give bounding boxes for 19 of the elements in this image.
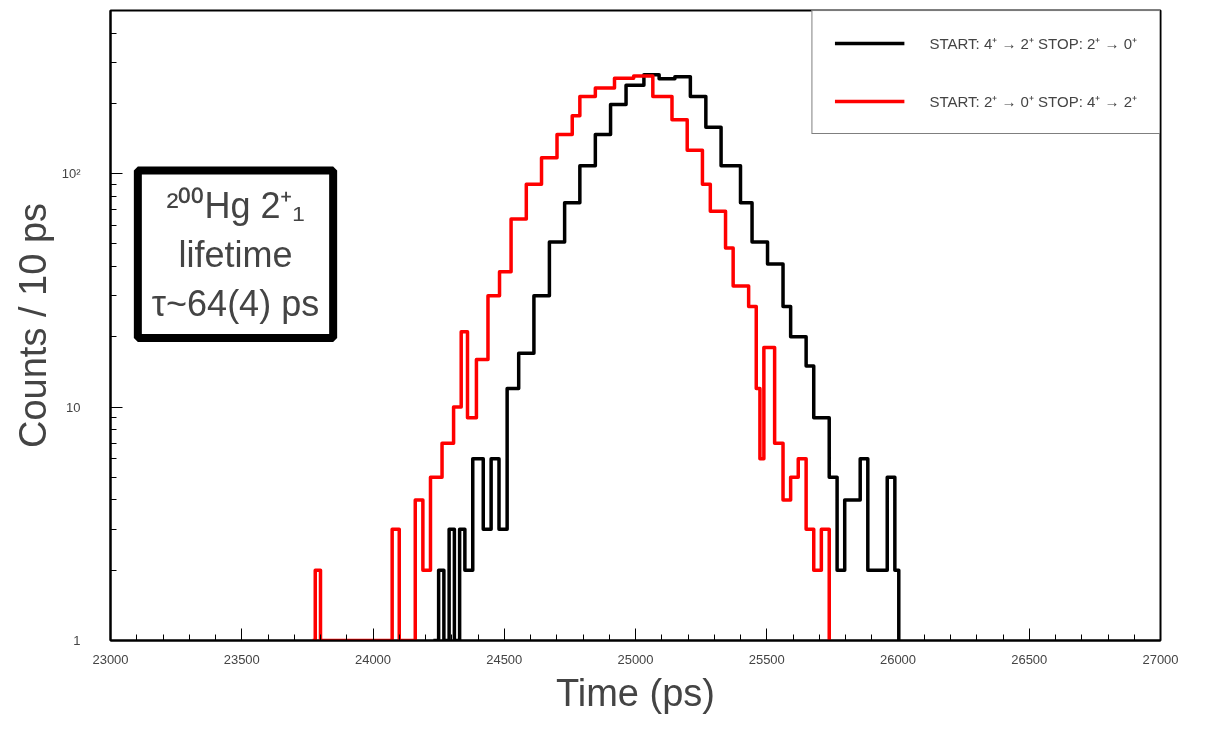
y-axis-title: Counts / 10 ps bbox=[11, 202, 54, 449]
x-tick-label: 24500 bbox=[486, 651, 523, 667]
x-tick-label: 23000 bbox=[92, 651, 129, 667]
x-tick-label: 26000 bbox=[879, 651, 917, 667]
x-axis-title: Time (ps) bbox=[555, 671, 716, 714]
x-tick-label: 25500 bbox=[748, 651, 785, 667]
annotation: ²⁰⁰Hg 2⁺₁ bbox=[166, 184, 305, 226]
annotation: lifetime bbox=[178, 233, 293, 275]
legend-label: START: 4⁺ → 2⁺ STOP: 2⁺ → 0⁺ bbox=[929, 34, 1137, 53]
y-tick-label: 10² bbox=[61, 166, 82, 182]
y-tick-label: 10 bbox=[66, 399, 81, 415]
legend-label: START: 2⁺ → 0⁺ STOP: 4⁺ → 2⁺ bbox=[929, 92, 1137, 111]
x-tick-label: 27000 bbox=[1142, 651, 1179, 667]
x-tick-label: 24000 bbox=[354, 651, 392, 667]
y-tick-label: 1 bbox=[73, 633, 81, 648]
x-tick-label: 23500 bbox=[223, 651, 260, 667]
annotation: τ~64(4) ps bbox=[151, 282, 320, 324]
x-tick-label: 26500 bbox=[1011, 651, 1048, 667]
x-tick-label: 25000 bbox=[617, 651, 654, 667]
